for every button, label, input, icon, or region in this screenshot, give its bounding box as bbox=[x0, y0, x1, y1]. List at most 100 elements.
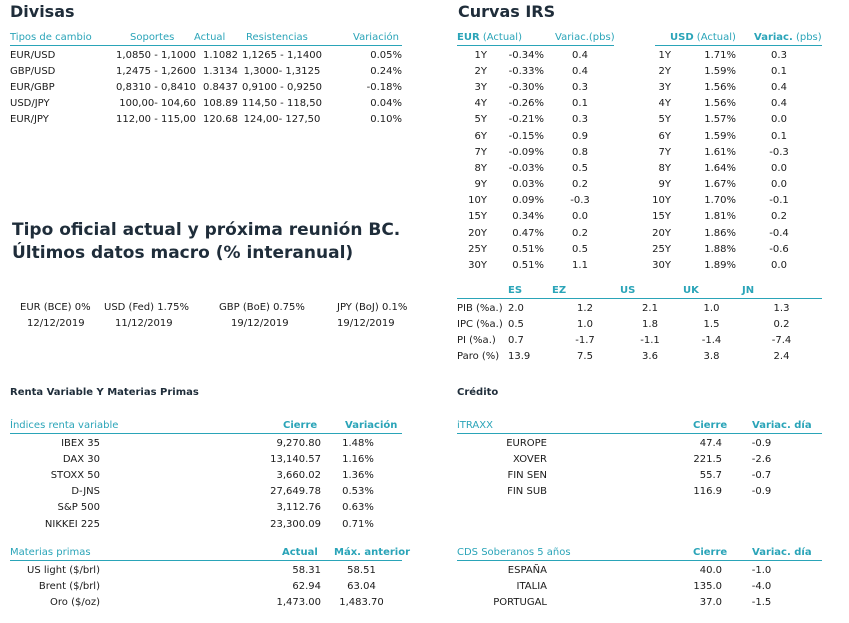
renta-row-cell: 3,660.02 bbox=[276, 469, 321, 481]
cds-row: ITALIA 135.0 -4.0 bbox=[457, 578, 822, 594]
renta-row-spacer bbox=[395, 500, 402, 516]
renta-row-cell: 13,140.57 bbox=[270, 453, 321, 465]
divisas-header-variacion: Variación bbox=[353, 32, 399, 43]
curvas-row-cell: 20Y bbox=[468, 227, 487, 239]
curvas-row-cell: 8Y bbox=[474, 162, 487, 174]
divisas-row-cell: 0.04% bbox=[370, 98, 402, 110]
curvas-row-cell: 1.59% bbox=[704, 65, 736, 77]
curvas-row-cell: 7Y bbox=[474, 146, 487, 158]
rate-jpy-date: 19/12/2019 bbox=[337, 318, 395, 329]
curvas-row-cell: 8Y bbox=[658, 162, 671, 174]
credito-title: Crédito bbox=[457, 387, 499, 398]
curvas-row-cell: -0.26% bbox=[508, 98, 544, 110]
rate-eur-date: 12/12/2019 bbox=[27, 318, 85, 329]
curvas-row-cell: 0.47% bbox=[512, 227, 544, 239]
credito-header-cierre: Cierre bbox=[693, 420, 728, 431]
curvas-row: 5Y -0.21% 0.3 5Y 1.57% 0.0 bbox=[457, 112, 822, 128]
curvas-row-cell: 0.0 bbox=[771, 162, 787, 174]
curvas-row: 9Y 0.03% 0.2 9Y 1.67% 0.0 bbox=[457, 177, 822, 193]
materias-row-cell: Oro ($/oz) bbox=[50, 596, 100, 608]
curvas-row-cell: 1.59% bbox=[704, 130, 736, 142]
credito-row-spacer bbox=[801, 435, 822, 451]
rate-usd-date: 11/12/2019 bbox=[115, 318, 173, 329]
curvas-row-cell: 5Y bbox=[658, 114, 671, 126]
curvas-row-cell: 30Y bbox=[652, 260, 671, 272]
materias-row-cell: Brent ($/brl) bbox=[38, 580, 100, 592]
renta-header-indices: Índices renta variable bbox=[10, 420, 119, 431]
credito-row-cell: EUROPE bbox=[506, 437, 547, 449]
credito-row-cell: FIN SUB bbox=[507, 486, 547, 498]
curvas-usd-var-header-rest: (pbs) bbox=[792, 32, 822, 43]
macro-header-es: ES bbox=[508, 285, 523, 296]
renta-row-cell: STOXX 50 bbox=[50, 469, 100, 481]
curvas-row-cell: 15Y bbox=[652, 211, 671, 223]
renta-row-cell: NIKKEI 225 bbox=[44, 518, 100, 530]
macro-row-cell: 1.0 bbox=[577, 318, 593, 330]
renta-row-cell: 0.53% bbox=[342, 486, 374, 498]
curvas-row-cell: 0.34% bbox=[512, 211, 544, 223]
curvas-row-cell: 0.5 bbox=[572, 162, 588, 174]
curvas-title: Curvas IRS bbox=[458, 2, 556, 21]
macro-row-cell: PI (%a.) bbox=[457, 334, 496, 346]
curvas-row-cell: 1.71% bbox=[704, 49, 736, 61]
curvas-row-cell: 1Y bbox=[658, 49, 671, 61]
curvas-usd-rule bbox=[655, 45, 822, 46]
curvas-row-cell: 0.4 bbox=[771, 98, 787, 110]
credito-row-spacer bbox=[801, 451, 822, 467]
divisas-row-cell: 0.10% bbox=[370, 114, 402, 126]
curvas-row-cell: 0.4 bbox=[572, 49, 588, 61]
materias-row-cell: 58.51 bbox=[347, 564, 376, 576]
macro-row-cell: -1.7 bbox=[575, 334, 595, 346]
curvas-row-cell: 0.4 bbox=[572, 65, 588, 77]
cds-row-spacer bbox=[801, 594, 822, 610]
curvas-row-cell: -0.09% bbox=[508, 146, 544, 158]
materias-header-max: Máx. anterior bbox=[334, 547, 411, 558]
macro-header-us: US bbox=[620, 285, 636, 296]
macro-row: PIB (%a.) 2.0 1.2 2.1 1.0 1.3 bbox=[457, 300, 822, 316]
cds-row-cell: 40.0 bbox=[699, 564, 722, 576]
curvas-row-cell: -0.15% bbox=[508, 130, 544, 142]
macro-header-rule bbox=[457, 298, 822, 299]
materias-row: Brent ($/brl) 62.94 63.04 bbox=[10, 578, 402, 594]
curvas-row-cell: 0.3 bbox=[572, 114, 588, 126]
macro-row-cell: 7.5 bbox=[577, 351, 593, 363]
rate-jpy-label: JPY (BoJ) 0.1% bbox=[337, 302, 408, 313]
macro-row-cell: 2.0 bbox=[508, 302, 524, 314]
curvas-row: 1Y -0.34% 0.4 1Y 1.71% 0.3 bbox=[457, 47, 822, 63]
renta-variable-title: Renta Variable Y Materias Primas bbox=[10, 387, 199, 398]
curvas-row-cell: 0.2 bbox=[572, 179, 588, 191]
credito-row-spacer bbox=[801, 484, 822, 500]
curvas-eur-header-bold: EUR bbox=[457, 32, 480, 43]
renta-row-spacer bbox=[395, 516, 402, 532]
curvas-row-cell: 0.5 bbox=[572, 243, 588, 255]
credito-row: EUROPE 47.4 -0.9 bbox=[457, 435, 822, 451]
divisas-row: EUR/GBP 0,8310 - 0,8410 0.8437 0,9100 - 0,9… bbox=[10, 79, 402, 95]
divisas-header-actual: Actual bbox=[194, 32, 226, 43]
renta-header-cierre: Cierre bbox=[283, 420, 318, 431]
curvas-row-cell: 1.56% bbox=[704, 98, 736, 110]
divisas-row-cell: 1,2475 - 1,2600 bbox=[116, 65, 196, 77]
divisas-header-soportes: Soportes bbox=[130, 32, 175, 43]
curvas-row-cell: 1.61% bbox=[704, 146, 736, 158]
curvas-row-cell: -0.4 bbox=[769, 227, 789, 239]
cds-row-spacer bbox=[801, 562, 822, 578]
curvas-row-cell: 0.2 bbox=[771, 211, 787, 223]
renta-row-cell: 1.36% bbox=[342, 469, 374, 481]
divisas-row-cell: GBP/USD bbox=[10, 65, 56, 77]
curvas-row-cell: -0.1 bbox=[769, 195, 789, 207]
tipo-oficial-title-line1: Tipo oficial actual y próxima reunión BC… bbox=[12, 220, 401, 240]
divisas-header-tipos: Tipos de cambio bbox=[10, 32, 92, 43]
curvas-row: 25Y 0.51% 0.5 25Y 1.88% -0.6 bbox=[457, 241, 822, 257]
cds-row-cell: PORTUGAL bbox=[493, 596, 547, 608]
cds-header-title: CDS Soberanos 5 años bbox=[457, 547, 571, 558]
materias-row-cell: 1,483.70 bbox=[339, 596, 384, 608]
divisas-row-cell: 1,1265 - 1,1400 bbox=[242, 49, 322, 61]
curvas-row-cell: 10Y bbox=[652, 195, 671, 207]
renta-row: STOXX 50 3,660.02 1.36% bbox=[10, 467, 402, 483]
macro-row-cell: 13.9 bbox=[508, 351, 531, 363]
curvas-row-cell: 4Y bbox=[474, 98, 487, 110]
credito-row: FIN SUB 116.9 -0.9 bbox=[457, 484, 822, 500]
curvas-row-cell: 0.1 bbox=[771, 130, 787, 142]
curvas-row-cell: 0.3 bbox=[771, 49, 787, 61]
macro-row-cell: -1.1 bbox=[640, 334, 660, 346]
